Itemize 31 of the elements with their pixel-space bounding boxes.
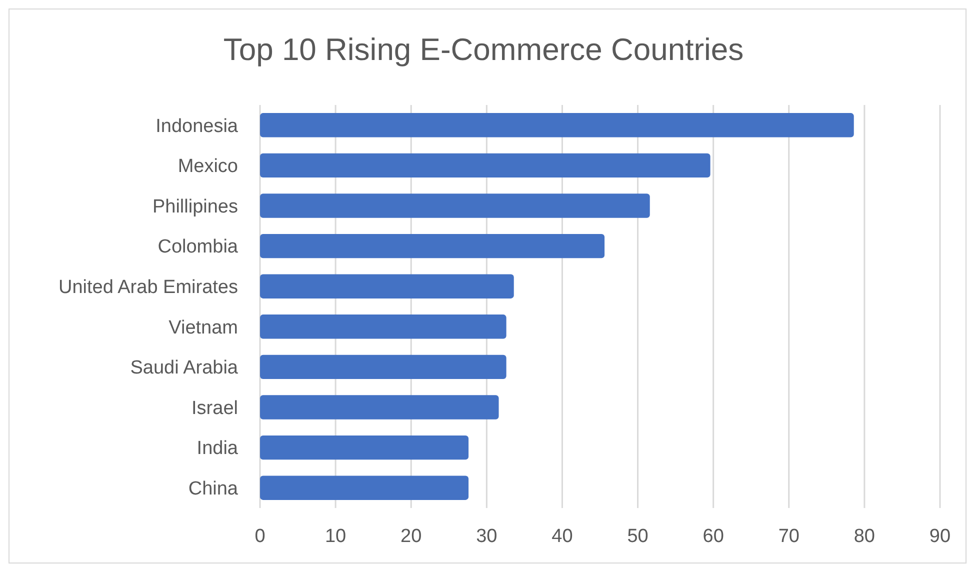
y-tick-label: Mexico bbox=[178, 156, 238, 178]
y-tick-label: Indonesia bbox=[156, 116, 238, 137]
x-tick-label: 40 bbox=[552, 526, 573, 547]
x-tick-label: 70 bbox=[778, 526, 800, 547]
bar bbox=[260, 314, 506, 339]
y-tick-label: Israel bbox=[192, 398, 238, 419]
bar bbox=[260, 234, 605, 258]
x-tick-label: 80 bbox=[854, 526, 876, 547]
y-tick-label: India bbox=[196, 438, 238, 460]
y-tick-label: Phillipines bbox=[152, 196, 238, 218]
x-tick-label: 0 bbox=[254, 526, 266, 547]
y-tick-label: China bbox=[188, 478, 238, 500]
bar bbox=[260, 395, 499, 420]
bar bbox=[260, 194, 650, 218]
bar bbox=[260, 435, 469, 460]
bar bbox=[260, 476, 469, 500]
y-tick-label: Vietnam bbox=[168, 317, 238, 338]
bar bbox=[260, 354, 506, 380]
y-tick-label: Saudi Arabia bbox=[130, 358, 238, 379]
bar bbox=[260, 113, 854, 138]
x-tick-label: 20 bbox=[400, 526, 422, 547]
x-tick-label: 30 bbox=[476, 526, 498, 547]
bar bbox=[260, 274, 514, 298]
chart-title: Top 10 Rising E-Commerce Countries bbox=[223, 32, 744, 67]
y-tick-label: Colombia bbox=[158, 236, 238, 258]
x-tick-label: 50 bbox=[627, 526, 648, 547]
bar bbox=[260, 153, 710, 178]
x-tick-label: 10 bbox=[324, 526, 346, 547]
x-tick-label: 60 bbox=[702, 526, 724, 547]
x-tick-label: 90 bbox=[929, 526, 951, 547]
y-tick-label: United Arab Emirates bbox=[58, 277, 238, 298]
